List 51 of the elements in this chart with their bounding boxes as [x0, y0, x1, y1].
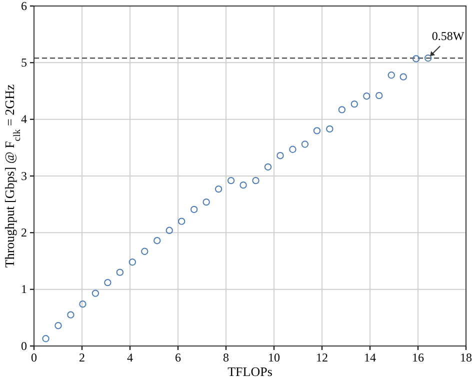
point — [154, 237, 161, 244]
point — [67, 311, 74, 318]
y-tick-label: 3 — [21, 168, 27, 183]
point — [128, 258, 136, 266]
point — [424, 54, 432, 62]
point — [363, 92, 370, 100]
x-axis-title: TFLOPs — [228, 364, 272, 378]
x-tick-label: 8 — [223, 350, 229, 365]
point — [388, 72, 395, 79]
y-tick-label: 5 — [21, 56, 27, 70]
y-tick-label: 0 — [21, 338, 27, 353]
point — [79, 300, 86, 308]
x-tick-label: 16 — [412, 350, 424, 365]
point — [264, 163, 272, 171]
x-tick-label: 2 — [79, 350, 85, 365]
point — [400, 73, 407, 80]
y-tick-label: 6 — [21, 0, 27, 13]
point — [54, 322, 62, 330]
point — [412, 55, 420, 62]
point — [240, 181, 247, 189]
point — [202, 198, 210, 206]
point — [141, 248, 148, 255]
x-tick-label: 4 — [127, 350, 133, 365]
x-tick-label: 14 — [364, 350, 376, 365]
point — [276, 152, 284, 160]
point — [338, 106, 346, 114]
annotation: 0.58W — [432, 29, 465, 44]
point — [289, 146, 296, 153]
y-tick-label: 4 — [21, 112, 27, 126]
point — [350, 100, 358, 108]
point — [252, 176, 260, 184]
point — [104, 278, 112, 286]
x-tick-label: 6 — [175, 350, 181, 365]
point — [326, 125, 334, 133]
point — [42, 335, 50, 342]
y-tick-label: 1 — [21, 282, 27, 296]
x-tick-label: 0 — [31, 350, 37, 365]
point — [190, 206, 198, 214]
x-tick-label: 18 — [460, 350, 472, 365]
point — [178, 218, 186, 225]
point — [301, 140, 309, 148]
point — [313, 127, 321, 134]
point — [92, 290, 100, 297]
point — [116, 268, 124, 276]
y-tick-label: 2 — [21, 226, 27, 240]
point — [227, 176, 235, 184]
point — [376, 92, 383, 100]
x-tick-label: 12 — [316, 350, 328, 365]
x-tick-label: 10 — [268, 350, 280, 365]
point — [214, 185, 222, 193]
point — [166, 226, 173, 234]
